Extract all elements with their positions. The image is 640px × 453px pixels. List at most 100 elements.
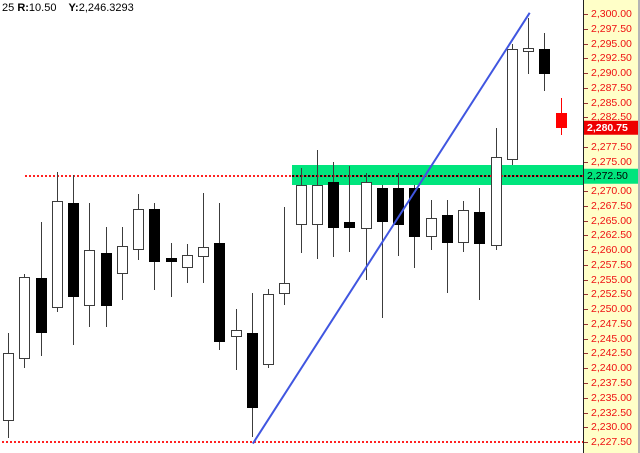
candle-body	[490, 157, 502, 246]
candle-body	[523, 47, 534, 53]
axis-tick	[584, 382, 588, 384]
candle-body	[181, 254, 193, 268]
candle-body	[3, 353, 14, 422]
axis-tick	[584, 220, 588, 222]
axis-price-label: 2,260.00	[591, 243, 632, 256]
candle-body	[263, 294, 274, 366]
axis-price-label: 2,300.00	[591, 7, 632, 20]
axis-price-label: 2,232.50	[591, 406, 632, 419]
candle-body	[230, 329, 242, 338]
axis-price-label: 2,262.50	[591, 229, 632, 242]
axis-tick	[584, 73, 588, 74]
axis-tick	[584, 353, 588, 355]
axis-price-label: 2,267.50	[591, 199, 632, 212]
candle-wick	[381, 185, 383, 318]
axis-tick	[584, 58, 588, 60]
candle-body	[100, 253, 112, 307]
axis-price-label: 2,287.50	[591, 81, 632, 94]
candle-body	[116, 245, 128, 274]
axis-price-label: 2,290.00	[591, 66, 632, 79]
axis-tick	[584, 14, 588, 15]
axis-price-label: 2,275.00	[591, 155, 632, 168]
candle-body	[165, 257, 177, 262]
chart-plot-area[interactable]: 25 R:10.50 Y:2,246.3293	[0, 0, 584, 453]
candle-body	[474, 211, 486, 245]
axis-price-label: 2,237.50	[591, 376, 632, 389]
axis-price-label: 2,247.50	[591, 317, 632, 330]
axis-price-label: 2,270.00	[591, 184, 632, 197]
candle-wick	[349, 166, 351, 252]
axis-tick	[584, 146, 588, 148]
candle-body	[344, 222, 356, 228]
axis-tick	[584, 323, 588, 325]
axis-price-label: 2,297.50	[591, 22, 632, 35]
axis-price-label: 2,257.50	[591, 258, 632, 271]
candle-body	[458, 210, 469, 243]
dotted-level-line-lower-level[interactable]	[2, 440, 583, 443]
candle-body	[376, 188, 388, 222]
range-value: 10.50	[28, 2, 57, 14]
candle-body	[35, 278, 47, 333]
axis-price-label: 2,265.00	[591, 214, 632, 227]
axis-price-label: 2,285.00	[591, 96, 632, 109]
axis-price-label: 2,242.50	[591, 347, 632, 360]
axis-tick	[584, 102, 588, 104]
axis-tick	[584, 161, 588, 163]
candle-body	[555, 112, 567, 128]
candle-body	[214, 242, 226, 342]
axis-tick	[584, 397, 588, 399]
axis-tick	[584, 442, 588, 443]
candle-wick	[203, 192, 204, 283]
axis-price-label: 2,292.50	[591, 52, 632, 65]
candle-body	[246, 332, 258, 409]
axis-tick	[584, 338, 588, 340]
candle-body	[311, 185, 323, 225]
axis-price-label: 2,230.00	[591, 420, 632, 433]
candle-body	[328, 182, 339, 228]
axis-tick	[584, 250, 588, 252]
trendline[interactable]	[252, 12, 531, 445]
axis-price-label: 2,235.00	[591, 391, 632, 404]
candle-wick	[170, 242, 172, 298]
candle-body	[84, 250, 96, 307]
axis-price-label: 2,282.50	[591, 111, 632, 124]
candle-body	[68, 202, 79, 298]
axis-price-label: 2,227.50	[591, 435, 632, 448]
candle-body	[506, 49, 518, 161]
price-axis[interactable]: 2,300.00 2,297.50 2,295.00 2,292.50 2,290.00…	[584, 0, 640, 453]
dotted-level-line-upper-level-band-overlay[interactable]	[292, 175, 583, 178]
level-price-label: 2,272.50	[584, 169, 638, 184]
candle-wick	[528, 18, 529, 75]
axis-price-label: 2,252.50	[591, 288, 632, 301]
candle-body	[425, 217, 437, 237]
candle-body	[133, 208, 144, 251]
candle-wick	[446, 199, 448, 293]
range-label: R:	[17, 2, 29, 14]
candle-body	[295, 185, 307, 225]
axis-tick	[584, 427, 588, 429]
candle-body	[51, 201, 63, 308]
axis-tick	[584, 279, 588, 281]
axis-tick	[584, 309, 588, 311]
axis-price-label: 2,250.00	[591, 302, 632, 315]
axis-price-label: 2,240.00	[591, 361, 632, 374]
candle-body	[19, 276, 31, 360]
candle-body	[539, 49, 551, 75]
axis-tick	[584, 87, 588, 89]
axis-tick	[584, 205, 588, 207]
axis-tick	[584, 28, 588, 30]
candle-wick	[235, 309, 237, 370]
candle-body	[198, 247, 209, 258]
axis-tick	[584, 117, 588, 119]
cursor-price-label: Y:	[68, 2, 79, 14]
candle-body	[360, 182, 372, 230]
candle-body	[279, 282, 291, 295]
highlight-band[interactable]	[292, 164, 583, 186]
axis-tick	[584, 294, 588, 296]
axis-price-label: 2,295.00	[591, 37, 632, 50]
candle-body	[149, 208, 161, 262]
bar-counter: 25	[2, 2, 15, 14]
axis-price-label: 2,255.00	[591, 273, 632, 286]
last-price-label: 2,280.75	[584, 120, 638, 135]
